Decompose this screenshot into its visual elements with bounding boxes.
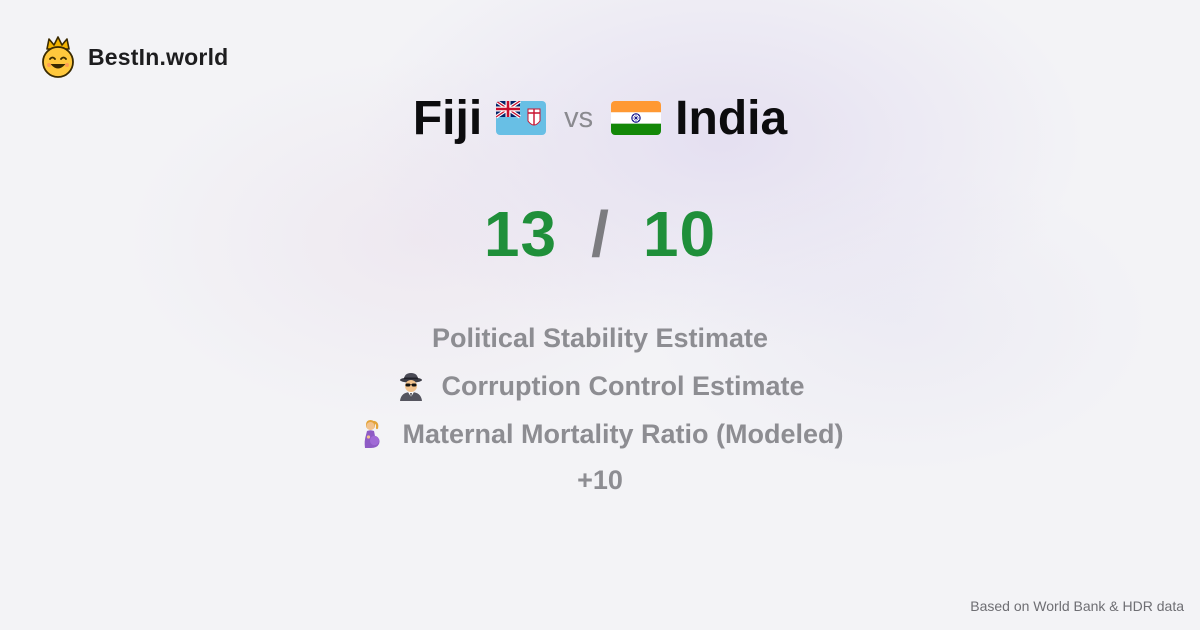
metrics-list: Political Stability Estimate Corruption … — [0, 314, 1200, 502]
india-flag-icon — [611, 101, 662, 135]
metric-item: Maternal Mortality Ratio (Modeled) — [356, 410, 844, 458]
comparison-title: Fiji vs India — [0, 88, 1200, 148]
more-metrics-count[interactable]: +10 — [577, 464, 623, 495]
left-country-name: Fiji — [412, 91, 483, 145]
fiji-flag-icon — [496, 101, 547, 135]
vs-label: vs — [564, 101, 594, 134]
metric-label: Political Stability Estimate — [431, 322, 769, 353]
brand-name: BestIn.world — [88, 43, 229, 70]
metric-label: Maternal Mortality Ratio (Modeled) — [402, 418, 844, 449]
crowned-smiley-icon — [42, 36, 74, 78]
data-source-note: Based on World Bank & HDR data — [970, 598, 1184, 614]
metric-label: Corruption Control Estimate — [441, 370, 805, 401]
score-row: 13 / 10 — [0, 196, 1200, 272]
right-score: 10 — [642, 198, 717, 270]
spy-icon — [399, 373, 422, 401]
score-separator: / — [591, 198, 609, 270]
metric-item: Corruption Control Estimate — [396, 362, 805, 410]
brand-logo[interactable]: BestIn.world — [38, 36, 228, 78]
pregnant-woman-icon — [365, 420, 380, 448]
left-score: 13 — [483, 198, 558, 270]
right-country-name: India — [675, 91, 788, 145]
metric-item: Political Stability Estimate — [432, 314, 768, 362]
